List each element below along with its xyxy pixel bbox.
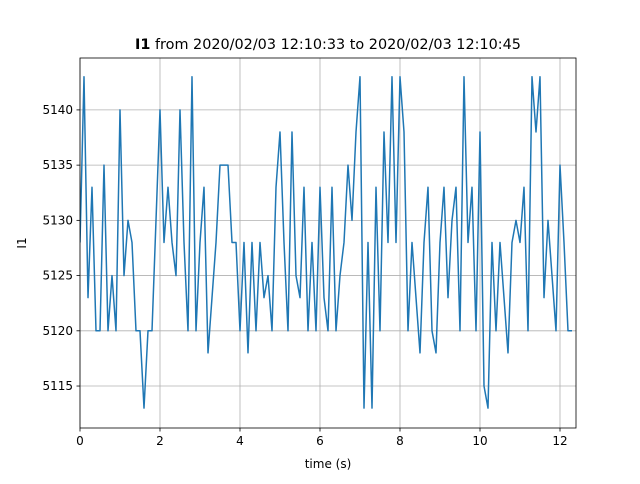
x-tick-label: 10 — [472, 434, 487, 448]
x-tick-label: 4 — [236, 434, 244, 448]
y-tick-label: 5135 — [42, 158, 73, 172]
y-tick-label: 5140 — [42, 103, 73, 117]
x-tick-label: 2 — [156, 434, 164, 448]
y-tick-label: 5115 — [42, 379, 73, 393]
x-tick-label: 8 — [396, 434, 404, 448]
x-tick-label: 0 — [76, 434, 84, 448]
x-axis-label: time (s) — [305, 457, 352, 471]
y-axis-label: I1 — [15, 237, 29, 248]
y-tick-label: 5120 — [42, 324, 73, 338]
plot-frame — [79, 57, 577, 429]
y-tick-label: 5125 — [42, 269, 73, 283]
y-tick-label: 5130 — [42, 213, 73, 227]
chart-title: I1 from 2020/02/03 12:10:33 to 2020/02/0… — [135, 37, 521, 53]
data-line — [80, 76, 572, 409]
x-tick-label: 12 — [552, 434, 567, 448]
x-tick-label: 6 — [316, 434, 324, 448]
title-text: from 2020/02/03 12:10:33 to 2020/02/03 1… — [155, 37, 521, 53]
title-bold: I1 — [135, 37, 150, 53]
